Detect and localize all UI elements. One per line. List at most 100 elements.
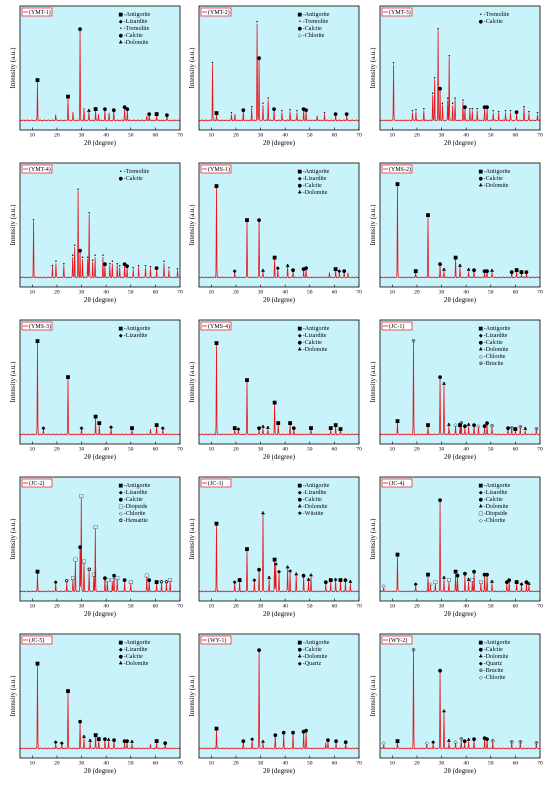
phase-marker: ◆ [41,425,45,431]
legend-symbol: ◆ [119,333,123,339]
phase-marker: ● [122,104,127,110]
legend-symbol: ■ [478,326,483,332]
phase-marker: ◇ [425,740,429,746]
sample-tag: (JC-5) [29,637,44,644]
phase-marker: ■ [288,420,293,426]
sample-tag: (WY-2) [389,637,407,644]
phase-marker: ● [524,269,529,275]
x-tick-label: 40 [463,290,469,296]
xrd-chart: ■◆ ■■◆●♣♣■✱◆♣✱♣ ●♣♣● ■ ✱ ■ ● ♣(JC-3) ■ -Antigorit… [188,476,362,618]
x-tick-label: 50 [307,290,313,296]
x-tick-label: 30 [79,604,85,610]
phase-marker: • [448,53,451,59]
phase-marker: ♣ [306,577,310,583]
x-tick-label: 40 [103,761,109,767]
phase-marker: ⊕ [534,740,538,746]
x-tick-label: 70 [177,447,183,453]
phase-marker: • [504,108,507,114]
phase-marker: ● [472,422,477,428]
phase-marker: ◆ [520,581,524,587]
phase-marker: ● [472,569,477,575]
phase-marker: ● [163,740,168,746]
phase-marker: □ [82,559,87,565]
sample-tag: (JC-4) [389,480,404,487]
xrd-pattern-line [19,664,181,750]
x-tick-label: 70 [356,604,362,610]
phase-marker: ■ [395,552,400,558]
phase-marker: ● [241,107,246,113]
phase-marker: ■ [338,577,343,583]
xrd-panel: ■ ● ◆ ● ♣ ● ● ● ● ● ● ● ● (WY-1) ■ -Antigorite ● -Calcite… [185,631,362,785]
phase-marker: ✱ [334,577,339,583]
legend-symbol: • [479,12,482,18]
y-axis-title: Intensity (a.u.) [369,675,377,717]
phase-marker: ⊕ [491,738,495,744]
xrd-panel: ■ ◆ ✿ □ □ ● □ □ ✿ □ □ ● □ □ ● □ ● □ □ ● ■ ✿ ✿ □ (JC-2) ■ -Antigori… [6,474,183,628]
xrd-panel: ◇ ■ ◆ ■ ◇ □ ● ♣ □ ■ ● ● ♣ □ ● □ ● ● ♣ ● ● ■ ◆ ● ♣ (JC-4) ■ -Antigor… [366,474,543,628]
y-axis-title: Intensity (a.u.) [369,47,377,89]
phase-marker: ⊕ [490,423,494,429]
y-axis-title: Intensity (a.u.) [188,518,196,560]
phase-marker: ✿ [87,567,91,573]
x-axis-title: 2θ (degree) [263,139,296,147]
x-tick-label: 40 [103,133,109,139]
sample-tag: (YMS-4) [208,323,230,330]
phase-marker: ✱ [288,569,293,575]
legend-entry: -Lizardite [484,490,508,496]
legend-entry: -Lizardite [303,333,327,339]
x-tick-label: 70 [537,290,543,296]
phase-marker: ♣ [348,579,352,585]
legend-entry: -Chlorite [484,518,506,524]
xrd-panel: • ■ • ● • • ● • • ● • • • ● ● • ● ● (YMT-2) ■ -Antigorite • -T… [185,3,362,157]
phase-marker: ◇ [477,423,481,429]
phase-marker: • [262,101,265,107]
phase-marker: ■ [66,374,71,380]
legend-entry: -Brucite [484,361,504,367]
legend-symbol: ● [298,497,303,503]
x-tick-label: 50 [128,447,134,453]
phase-marker: ■ [309,425,314,431]
legend-symbol: ♣ [298,190,302,196]
legend-entry: -Chlorite [303,33,325,39]
phase-marker: ● [301,729,306,735]
legend-symbol: ● [479,19,484,25]
phase-marker: • [323,110,326,116]
xrd-panel: ■ ◆ ■ ● ♣ ■ ◆ ♣ ● ● ● ■ ◆ ● (YMS-1) ■ -Antigorite ◆ -Lizar… [185,160,362,314]
phase-marker: ♣ [466,267,470,273]
x-tick-label: 40 [103,604,109,610]
y-axis-title: Intensity (a.u.) [9,518,17,560]
phase-marker: ● [485,736,490,742]
phase-marker: ■ [395,418,400,424]
legend-entry: -Lizardite [124,333,148,339]
legend-symbol: ◆ [479,661,483,667]
x-tick-label: 40 [282,133,288,139]
phase-marker: ● [342,268,347,274]
phase-marker: ● [112,737,117,743]
phase-marker: ● [438,86,443,92]
x-tick-label: 50 [488,290,494,296]
legend-symbol: ◇ [479,354,483,360]
x-tick-label: 50 [128,133,134,139]
legend-symbol: ● [119,654,124,660]
x-tick-label: 10 [390,761,396,767]
plot-frame [379,319,541,445]
phase-marker: ◆ [277,569,281,575]
phase-marker: ⊕ [518,424,522,430]
legend-symbol: • [298,19,301,25]
x-tick-label: 50 [307,133,313,139]
sample-tag-box [381,478,413,488]
legend-symbol: ◇ [479,518,483,524]
phase-marker: ■ [453,569,458,575]
phase-marker: ● [257,55,262,61]
phase-marker: ⊕ [411,648,415,654]
legend-entry: -Calcite [484,176,503,182]
legend-entry: -Calcite [484,647,503,653]
x-tick-label: 10 [30,290,36,296]
xrd-chart: •• • ••••●••••• •● • • • ●●• • • • ●•• •(YMT-3) • -Tre… [369,5,543,147]
legend-symbol: ♣ [479,347,483,353]
phase-marker: ● [345,111,350,117]
xrd-pattern-line [19,30,181,122]
xrd-panel: • • • • • • • ● • • • • • • ● • • • ● ● • • • • ● • • • (YMT-3) • -Tre… [366,3,543,157]
sample-tag: (WY-1) [208,637,226,644]
x-tick-label: 20 [54,447,60,453]
